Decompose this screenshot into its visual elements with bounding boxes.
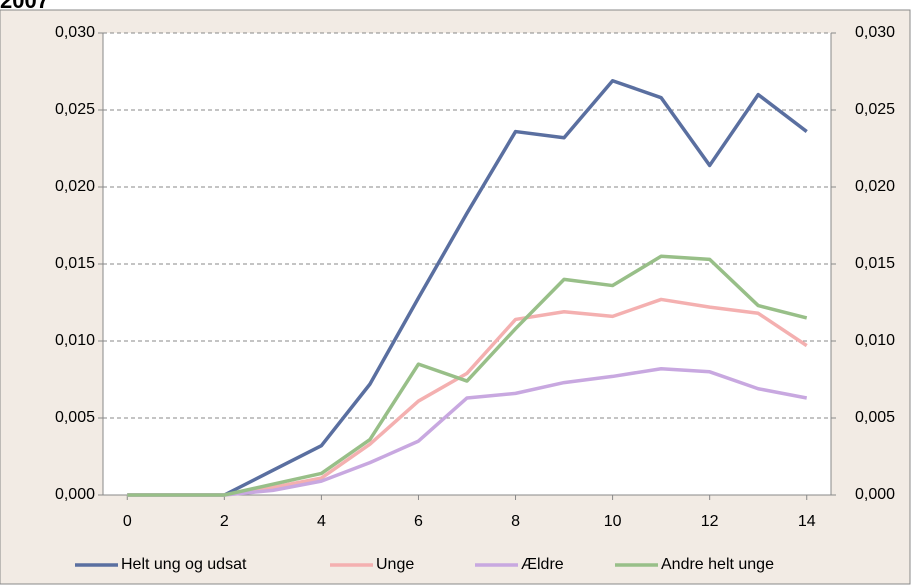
y-tick-label: 0,015 <box>55 255 95 272</box>
x-tick-label: 6 <box>414 513 423 530</box>
y-tick-label: 0,010 <box>55 332 95 349</box>
y-tick-label: 0,020 <box>55 178 95 195</box>
y-tick-label: 0,025 <box>55 101 95 118</box>
y-tick-label: 0,005 <box>55 409 95 426</box>
y2-tick-label: 0,020 <box>855 178 895 195</box>
y2-tick-label: 0,030 <box>855 24 895 41</box>
legend-label: Andre helt unge <box>661 556 774 573</box>
x-tick-label: 8 <box>511 513 520 530</box>
x-tick-label: 12 <box>701 513 719 530</box>
x-tick-label: 0 <box>123 513 132 530</box>
y2-tick-label: 0,000 <box>855 486 895 503</box>
legend-label: Helt ung og udsat <box>121 556 247 573</box>
series-line <box>127 254 808 497</box>
y2-tick-label: 0,010 <box>855 332 895 349</box>
series-line <box>127 366 808 497</box>
legend-label: Unge <box>376 556 414 573</box>
x-tick-label: 4 <box>317 513 326 530</box>
legend-label: Ældre <box>521 556 564 573</box>
series-line <box>127 78 808 497</box>
y2-tick-label: 0,015 <box>855 255 895 272</box>
x-tick-label: 2 <box>220 513 229 530</box>
y2-tick-label: 0,005 <box>855 409 895 426</box>
y-tick-label: 0,030 <box>55 24 95 41</box>
y-tick-label: 0,000 <box>55 486 95 503</box>
x-tick-label: 10 <box>604 513 622 530</box>
x-tick-label: 14 <box>798 513 816 530</box>
y2-tick-label: 0,025 <box>855 101 895 118</box>
chart-title: 2007 <box>0 0 49 13</box>
